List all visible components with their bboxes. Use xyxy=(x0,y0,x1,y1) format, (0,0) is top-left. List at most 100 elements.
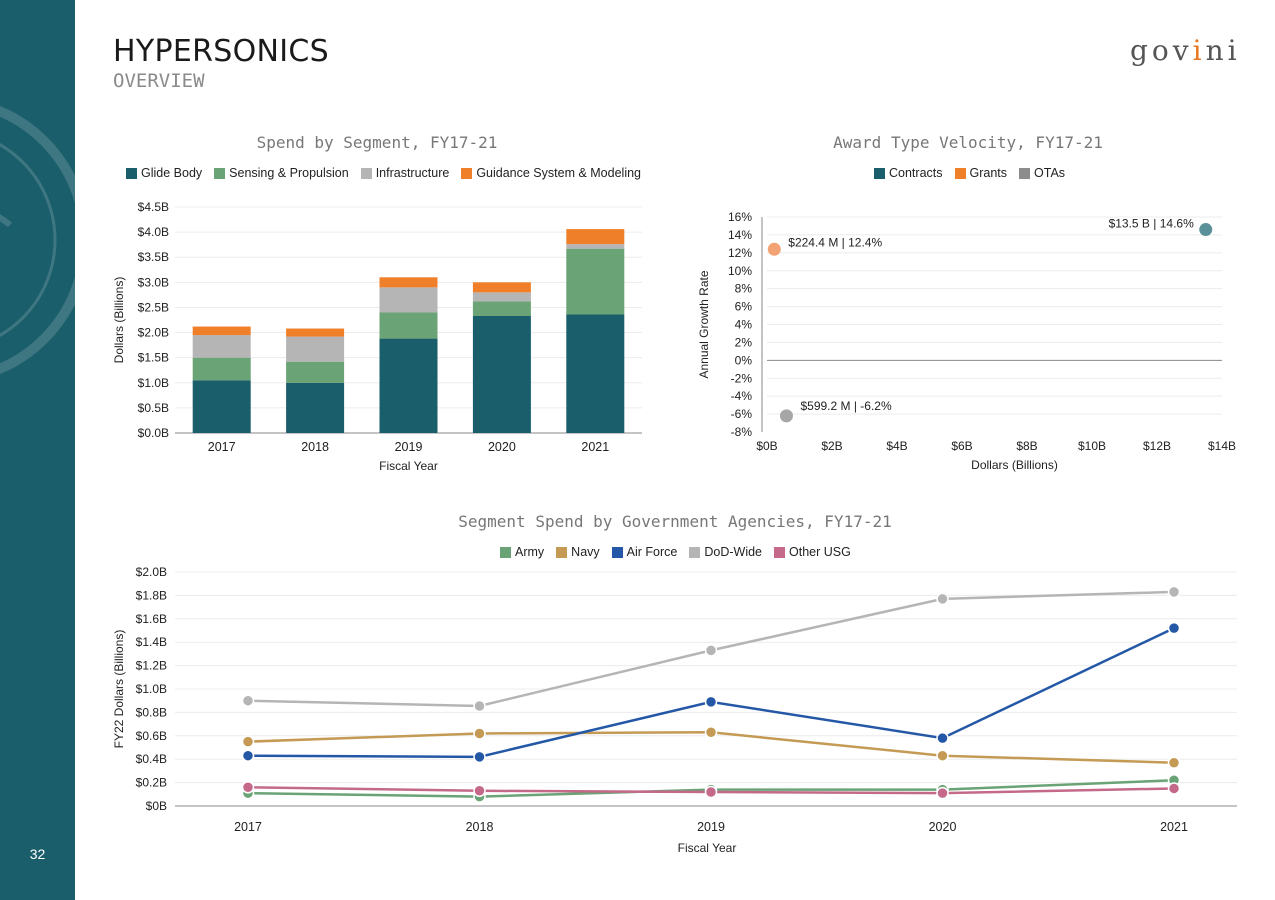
scatter-point xyxy=(767,242,781,256)
x-tick-label: 2017 xyxy=(234,820,262,834)
legend-swatch xyxy=(1019,167,1031,179)
legend-swatch xyxy=(360,167,372,179)
legend-swatch xyxy=(774,546,786,558)
data-point xyxy=(704,785,718,799)
legend-item: Glide Body xyxy=(126,166,202,180)
legend-agency-spend: Army Navy Air Force DoD-Wide Other USG xyxy=(500,545,851,559)
legend-item: Sensing & Propulsion xyxy=(214,166,349,180)
data-point xyxy=(936,749,949,762)
y-tick-label: $3.5B xyxy=(138,250,169,264)
x-tick-label: 2021 xyxy=(1160,820,1188,834)
bar-segment xyxy=(379,277,438,288)
x-axis-title: Fiscal Year xyxy=(678,841,737,855)
y-tick-label: $2.5B xyxy=(138,300,169,314)
page-subtitle: OVERVIEW xyxy=(113,70,205,92)
legend-label: OTAs xyxy=(1034,166,1066,180)
x-tick-label: 2019 xyxy=(697,820,725,834)
y-tick-label: 14% xyxy=(728,228,752,242)
page-title: HYPERSONICS xyxy=(113,34,330,69)
y-tick-label: 6% xyxy=(735,300,753,314)
bar-segment xyxy=(192,380,251,433)
y-tick-label: $4.5B xyxy=(138,200,169,214)
data-point xyxy=(704,695,718,709)
legend-swatch xyxy=(126,167,137,179)
bar-segment xyxy=(192,326,251,336)
legend-label: DoD-Wide xyxy=(704,545,763,559)
scatter-point xyxy=(779,409,793,423)
bar-segment xyxy=(566,244,625,249)
x-tick-label: $2B xyxy=(821,439,842,453)
chart-award-type-velocity: -8% -6% -4% -2% 0% 2% 4% 6% 8% 10% 12% 14% 16% $0B $2B… xyxy=(697,210,1236,472)
bar-segment xyxy=(286,328,345,337)
legend-label: Army xyxy=(515,545,545,559)
y-tick-label: $1.2B xyxy=(136,659,167,673)
y-axis-title: Dollars (Billions) xyxy=(112,277,126,364)
y-axis-title: Annual Growth Rate xyxy=(697,270,711,378)
y-tick-label: $0.8B xyxy=(136,705,167,719)
y-tick-label: $1.0B xyxy=(136,682,167,696)
chart-title-award-type-velocity: Award Type Velocity, FY17-21 xyxy=(833,133,1103,152)
bar-segment xyxy=(566,248,625,315)
legend-award-type-velocity: Contracts Grants OTAs xyxy=(874,166,1065,180)
sidebar: 32 xyxy=(0,0,75,900)
y-tick-label: $4.0B xyxy=(138,225,169,239)
x-tick-label: 2021 xyxy=(581,440,609,454)
legend-swatch xyxy=(500,546,511,558)
legend-item: Army xyxy=(500,545,544,559)
legend-swatch xyxy=(611,546,623,558)
logo-text-3: i xyxy=(1227,34,1241,67)
y-tick-label: -2% xyxy=(731,371,753,385)
y-tick-label: 8% xyxy=(735,282,753,296)
legend-item: Air Force xyxy=(611,545,677,559)
x-tick-label: $6B xyxy=(951,439,972,453)
legend-label: Infrastructure xyxy=(375,166,450,180)
y-tick-label: 12% xyxy=(728,246,752,260)
x-tick-label: $4B xyxy=(886,439,907,453)
data-point xyxy=(1167,782,1181,795)
data-label: $224.4 M | 12.4% xyxy=(788,235,882,249)
bar-segment xyxy=(192,357,251,381)
bar-segment xyxy=(566,229,625,245)
bar-segment xyxy=(192,335,251,358)
data-point xyxy=(241,781,255,794)
data-point xyxy=(1167,621,1181,635)
legend-swatch xyxy=(689,546,701,558)
bar-segment xyxy=(472,301,531,316)
bar-segment xyxy=(566,314,625,433)
y-axis-title: FY22 Dollars (Billions) xyxy=(112,630,126,749)
legend-item: DoD-Wide xyxy=(689,545,762,559)
legend-label: Contracts xyxy=(889,166,943,180)
x-tick-label: $0B xyxy=(756,439,777,453)
legend-swatch xyxy=(556,546,568,558)
chart-title-spend-by-segment: Spend by Segment, FY17-21 xyxy=(256,133,498,152)
legend-label: Other USG xyxy=(789,545,851,559)
legend-item: Grants xyxy=(954,166,1007,180)
y-tick-label: $2.0B xyxy=(136,565,167,579)
data-point xyxy=(241,735,255,748)
bar-segment xyxy=(286,361,345,383)
y-tick-label: $1.8B xyxy=(136,588,167,602)
x-tick-label: 2020 xyxy=(929,820,957,834)
legend-item: Guidance System & Modeling xyxy=(461,166,641,180)
data-point xyxy=(1167,585,1181,599)
y-tick-label: $0B xyxy=(146,799,167,813)
y-tick-label: $0.2B xyxy=(136,776,167,790)
y-tick-label: 4% xyxy=(735,318,753,332)
y-tick-label: $1.0B xyxy=(138,376,169,390)
data-label: $599.2 M | -6.2% xyxy=(800,399,891,413)
legend-item: Navy xyxy=(556,545,600,559)
legend-label: Sensing & Propulsion xyxy=(229,166,349,180)
y-tick-label: 0% xyxy=(735,353,753,367)
data-label: $13.5 B | 14.6% xyxy=(1109,217,1195,231)
chart-spend-by-segment: $0.0B $0.5B $1.0B $1.5B $2.0B $2.5B $3.0B $3.5B… xyxy=(112,200,642,473)
y-tick-label: $2.0B xyxy=(138,326,169,340)
legend-swatch xyxy=(874,167,885,179)
legend-swatch xyxy=(461,167,473,179)
data-point xyxy=(936,731,949,745)
seal-watermark-icon xyxy=(0,105,75,375)
legend-label: Glide Body xyxy=(141,166,203,180)
y-tick-label: 16% xyxy=(728,210,752,224)
bar-segment xyxy=(472,282,531,293)
legend-item: Contracts xyxy=(874,166,943,180)
y-tick-label: 10% xyxy=(728,264,752,278)
